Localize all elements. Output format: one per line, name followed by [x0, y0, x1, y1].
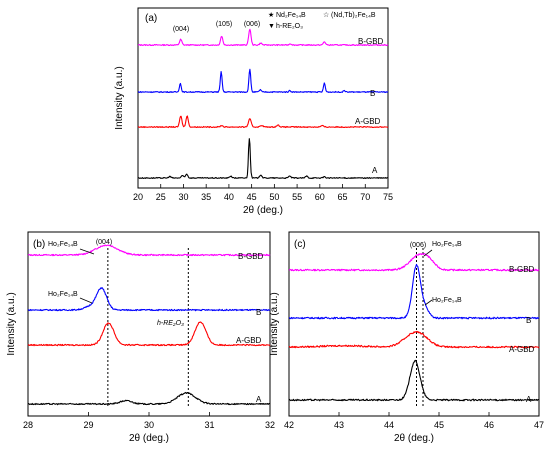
- legend-star-icon: ★: [268, 11, 274, 19]
- legend-nd2fe14b-label: Nd₂Fe₁₄B: [276, 12, 306, 19]
- panel-b: (b) Intensity (a.u.) 2θ (deg.) 28 29 30 31 3…: [6, 231, 275, 444]
- panel-a-xtick-label-40: 40: [224, 192, 234, 202]
- panel-b-series-label-b-gbd: B-GBD: [238, 252, 264, 261]
- panel-b-xtick-label-29: 29: [83, 420, 93, 430]
- peak-label-105: (105): [216, 21, 232, 28]
- panel-c-xtick-label-43: 43: [334, 420, 344, 430]
- panel-a-xtick-label-75: 75: [383, 192, 393, 202]
- panel-a-series-label-a: A: [372, 166, 378, 175]
- panel-c-xtick-label-44: 44: [384, 420, 394, 430]
- panel-b-re2o3-label: h-RE₂O₃: [157, 320, 184, 327]
- panel-b-series-label-a-gbd: A-GBD: [236, 336, 262, 345]
- panel-a-ylabel: Intensity (a.u.): [114, 66, 125, 129]
- panel-c-xtick-label-42: 42: [284, 420, 294, 430]
- panel-b-ylabel: Intensity (a.u.): [6, 292, 17, 355]
- panel-c-xtick-label-47: 47: [534, 420, 544, 430]
- panel-b-series-label-b: B: [256, 308, 261, 317]
- panel-a: (a) Intensity (a.u.) 2θ (deg.) 20 25 30 35 4…: [114, 7, 393, 216]
- panel-b-xlabel: 2θ (deg.): [129, 433, 169, 444]
- panel-a-xlabel: 2θ (deg.): [243, 205, 283, 216]
- panel-b-guide-lines: [107, 248, 189, 406]
- panel-a-xtick-label-30: 30: [178, 192, 188, 202]
- panel-c-curve-b-gbd: [288, 253, 540, 272]
- panel-b-curve-a: [27, 391, 271, 406]
- legend-re2o3-label: h-RE₂O₃: [276, 23, 303, 30]
- panel-a-xtick-label-20: 20: [133, 192, 143, 202]
- panel-b-arrow-top: [79, 248, 95, 255]
- panel-c: (c) Intensity (a.u.) 2θ (deg.) 42 43 44 45 4…: [269, 231, 544, 444]
- panel-b-series-label-a: A: [256, 395, 262, 404]
- panel-b-curves: [27, 244, 271, 406]
- panel-a-xtick-label-55: 55: [292, 192, 302, 202]
- panel-b-curve-b-gbd: [27, 244, 271, 257]
- panel-a-curve-a-gbd: [137, 115, 389, 129]
- panel-b-curve-a-gbd: [27, 321, 271, 347]
- panel-c-xtick-label-45: 45: [434, 420, 444, 430]
- panel-b-arrow-mid: [79, 297, 93, 304]
- legend-open-star-icon: ☆: [323, 11, 329, 19]
- panel-b-xtick-label-30: 30: [144, 420, 154, 430]
- panel-b-xtick-label-28: 28: [23, 420, 33, 430]
- peak-label-004: (004): [173, 26, 189, 33]
- panel-b-frame: [27, 231, 271, 417]
- panel-a-curves: [137, 28, 389, 180]
- panel-c-curves: [288, 253, 540, 402]
- panel-c-peak-label-006: (006): [410, 242, 426, 249]
- panel-a-xtick-label-45: 45: [247, 192, 257, 202]
- panel-c-label: (c): [294, 239, 306, 250]
- panel-c-ho2fe14b-label-mid: Ho₂Fe₁₄B: [432, 297, 462, 304]
- panel-c-arrow-top: [423, 249, 433, 257]
- panel-a-xaxis: 20 25 30 35 40 45 50 55 60 65 70 75: [133, 184, 393, 202]
- panel-c-ho2fe14b-label-top: Ho₂Fe₁₄B: [432, 241, 462, 248]
- panel-c-frame: [288, 231, 540, 417]
- panel-c-series-label-a: A: [526, 395, 532, 404]
- panel-a-xtick-label-35: 35: [201, 192, 211, 202]
- panel-a-label: (a): [145, 13, 157, 24]
- panel-b-peak-label-004: (004): [96, 239, 112, 246]
- legend-ndtb2fe14b-label: (Nd,Tb)₂Fe₁₄B: [331, 12, 376, 19]
- legend-triangle-icon: ▼: [268, 23, 275, 30]
- panel-c-xtick-label-46: 46: [484, 420, 494, 430]
- panel-b-xaxis: 28 29 30 31 32: [23, 412, 275, 430]
- panel-b-xtick-label-32: 32: [265, 420, 275, 430]
- panel-b-ho2fe14b-label-top: Ho₂Fe₁₄B: [48, 241, 78, 248]
- peak-label-006: (006): [244, 21, 260, 28]
- panel-a-series-label-b: B: [370, 89, 375, 98]
- panel-a-xtick-label-60: 60: [315, 192, 325, 202]
- panel-b-curve-b: [27, 287, 271, 312]
- panel-a-xtick-label-25: 25: [156, 192, 166, 202]
- panel-a-legend: ★ Nd₂Fe₁₄B ☆ (Nd,Tb)₂Fe₁₄B ▼ h-RE₂O₃: [268, 11, 376, 30]
- panel-b-label: (b): [33, 239, 45, 250]
- panel-c-curve-a: [288, 359, 540, 402]
- panel-a-xtick-label-65: 65: [338, 192, 348, 202]
- panel-a-series-label-a-gbd: A-GBD: [355, 117, 381, 126]
- panel-a-curve-a: [137, 138, 389, 180]
- panel-a-curve-b: [137, 68, 389, 94]
- panel-c-ylabel: Intensity (a.u.): [269, 292, 280, 355]
- panel-c-series-label-b: B: [526, 316, 531, 325]
- panel-c-curve-a-gbd: [288, 330, 540, 349]
- panel-c-xaxis: 42 43 44 45 46 47: [284, 412, 544, 430]
- panel-c-series-label-a-gbd: A-GBD: [509, 345, 535, 354]
- panel-a-series-label-b-gbd: B-GBD: [358, 37, 384, 46]
- panel-a-xtick-label-70: 70: [360, 192, 370, 202]
- panel-a-frame: [137, 7, 389, 189]
- panel-c-series-label-b-gbd: B-GBD: [509, 265, 535, 274]
- panel-c-arrow-mid: [424, 299, 433, 306]
- panel-b-ho2fe14b-label-mid: Ho₂Fe₁₄B: [48, 291, 78, 298]
- panel-a-xtick-label-50: 50: [269, 192, 279, 202]
- panel-a-curve-b-gbd: [137, 28, 389, 47]
- panel-c-xlabel: 2θ (deg.): [394, 433, 434, 444]
- panel-c-guide-lines: [416, 248, 424, 406]
- panel-b-xtick-label-31: 31: [204, 420, 214, 430]
- panel-c-curve-b: [289, 263, 540, 320]
